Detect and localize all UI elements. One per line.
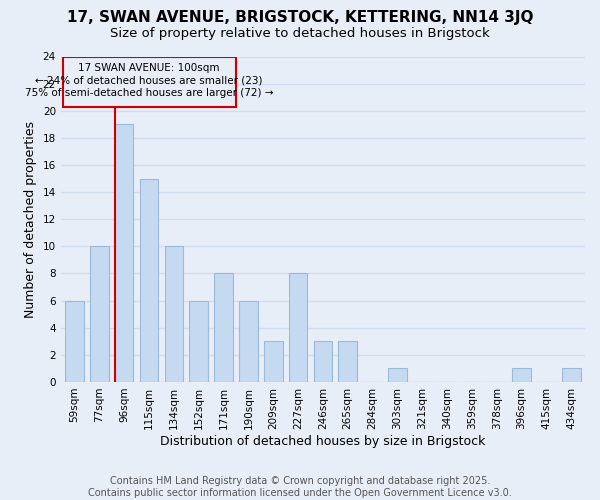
Text: ← 24% of detached houses are smaller (23): ← 24% of detached houses are smaller (23… bbox=[35, 76, 263, 86]
FancyBboxPatch shape bbox=[62, 56, 236, 106]
Bar bbox=[338, 342, 357, 382]
Y-axis label: Number of detached properties: Number of detached properties bbox=[24, 120, 37, 318]
Bar bbox=[314, 342, 332, 382]
Bar bbox=[388, 368, 407, 382]
Bar bbox=[164, 246, 183, 382]
Text: 17 SWAN AVENUE: 100sqm: 17 SWAN AVENUE: 100sqm bbox=[79, 62, 220, 72]
Text: 75% of semi-detached houses are larger (72) →: 75% of semi-detached houses are larger (… bbox=[25, 88, 274, 99]
Bar bbox=[65, 300, 84, 382]
Bar bbox=[239, 300, 257, 382]
Bar bbox=[289, 274, 307, 382]
Text: 17, SWAN AVENUE, BRIGSTOCK, KETTERING, NN14 3JQ: 17, SWAN AVENUE, BRIGSTOCK, KETTERING, N… bbox=[67, 10, 533, 25]
Bar bbox=[140, 178, 158, 382]
Bar bbox=[115, 124, 133, 382]
Bar bbox=[90, 246, 109, 382]
Text: Contains HM Land Registry data © Crown copyright and database right 2025.
Contai: Contains HM Land Registry data © Crown c… bbox=[88, 476, 512, 498]
X-axis label: Distribution of detached houses by size in Brigstock: Distribution of detached houses by size … bbox=[160, 434, 485, 448]
Bar bbox=[190, 300, 208, 382]
Bar bbox=[562, 368, 581, 382]
Text: Size of property relative to detached houses in Brigstock: Size of property relative to detached ho… bbox=[110, 28, 490, 40]
Bar bbox=[264, 342, 283, 382]
Bar bbox=[512, 368, 531, 382]
Bar bbox=[214, 274, 233, 382]
